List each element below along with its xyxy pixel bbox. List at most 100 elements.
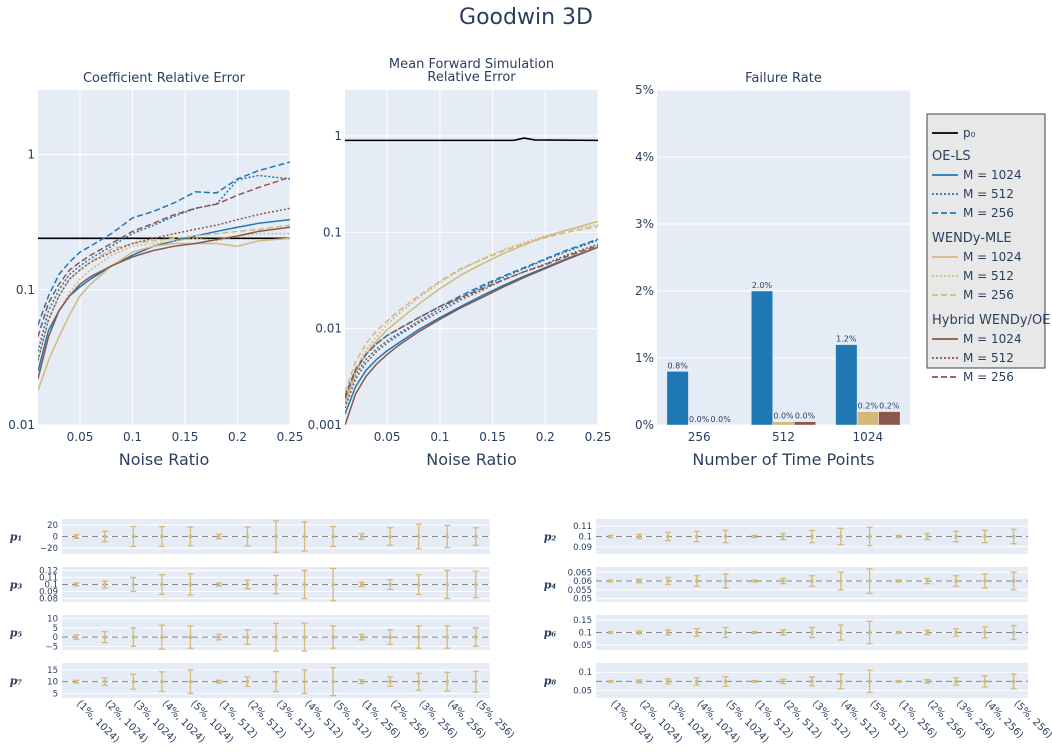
x-tick-label: 512	[772, 430, 795, 444]
parameter-panel: 0.15 0.1 0.05 p₆	[544, 615, 1028, 651]
y-tick-label: 0.12	[39, 567, 58, 577]
estimate-point	[839, 534, 843, 539]
x-tick-label: 0.25	[277, 430, 304, 444]
estimate-point	[388, 679, 392, 684]
estimate-point	[302, 635, 307, 639]
estimate-point	[103, 635, 107, 639]
y-tick-label: −20	[40, 544, 58, 554]
estimate-point	[188, 534, 193, 539]
estimate-point	[74, 679, 79, 684]
x-tick-label: 0.2	[228, 430, 247, 444]
estimate-point	[388, 582, 392, 587]
bar	[878, 411, 901, 426]
estimate-point	[217, 582, 221, 587]
estimate-point	[810, 579, 814, 583]
parameter-panel: 20 0−20 p₁	[10, 519, 490, 554]
plot-area	[38, 90, 290, 425]
estimate-point	[867, 679, 872, 684]
estimate-point	[752, 579, 757, 583]
estimate-point	[925, 579, 929, 583]
estimate-point	[983, 630, 987, 635]
parameter-panel: 15 105 p₇	[10, 663, 490, 699]
estimate-point	[245, 534, 250, 539]
series-line	[345, 246, 598, 415]
estimate-point	[781, 679, 785, 684]
y-tick-label: 10	[47, 678, 58, 688]
estimate-point	[954, 534, 958, 539]
y-tick-label: 0.065	[568, 568, 592, 578]
series-lines	[345, 137, 598, 425]
legend-group-title: OE-LS	[932, 149, 971, 164]
bar-data-label: 0.0%	[795, 412, 816, 421]
estimate-point	[359, 534, 364, 539]
estimate-point	[781, 579, 785, 583]
estimate-point	[954, 579, 958, 583]
bar-data-label: 0.0%	[773, 412, 794, 421]
estimate-point	[810, 679, 814, 684]
estimate-point	[695, 579, 699, 583]
estimate-point	[608, 579, 613, 583]
chart-title: Mean Forward Simulation	[389, 57, 554, 72]
estimate-point	[245, 679, 250, 684]
bar	[856, 411, 879, 426]
estimate-point	[245, 635, 250, 639]
estimate-point	[637, 679, 641, 684]
y-tick-label: 0.1	[44, 581, 58, 591]
estimate-point	[302, 582, 307, 587]
legend: p₀ OE-LS M = 1024 M = 512 M = 256 WENDy-MLE M …	[926, 113, 1050, 384]
parameter-panel: 0.1 0.05 p₈	[544, 663, 1028, 698]
parameter-panels-right: 0.110.10.09p₂0.0650.060.0550.05p₄0.150.1…	[544, 519, 1052, 745]
parameter-label: p₂	[544, 531, 557, 544]
y-tick-label: −5	[45, 642, 58, 652]
estimate-point	[131, 534, 136, 539]
x-tick-label: 0.15	[479, 430, 506, 444]
estimate-point	[217, 534, 221, 539]
estimate-point	[74, 582, 79, 587]
estimate-point	[983, 579, 987, 583]
y-tick-label: 5	[53, 624, 58, 634]
estimate-point	[188, 679, 193, 684]
series-line	[345, 225, 598, 393]
estimate-point	[331, 534, 335, 539]
estimate-point	[359, 679, 364, 684]
legend-item: M = 1024	[963, 168, 1022, 182]
y-tick-label: 0.05	[573, 687, 592, 697]
x-tick-label: 0.1	[430, 430, 449, 444]
bar-data-label: 1.2%	[836, 335, 857, 344]
estimate-point	[925, 679, 929, 684]
estimate-point	[637, 630, 641, 635]
y-tick-label: 0.11	[39, 574, 58, 584]
estimate-point	[416, 582, 421, 587]
parameter-label: p₅	[10, 627, 23, 640]
chart-title: Relative Error	[427, 70, 516, 85]
y-tick-label: 5%	[635, 83, 654, 97]
estimate-point	[131, 635, 136, 639]
series-line	[38, 174, 290, 352]
estimate-point	[103, 582, 107, 587]
estimate-point	[74, 635, 79, 639]
y-tick-label: 1	[27, 148, 35, 162]
y-tick-label: 0	[53, 633, 58, 643]
estimate-point	[723, 679, 728, 684]
y-tick-label: 0.15	[573, 616, 592, 626]
series-line	[38, 237, 290, 391]
estimate-point	[723, 534, 728, 539]
y-tick-label: 0.06	[573, 577, 592, 587]
chart-title: Failure Rate	[745, 71, 822, 86]
y-tick-label: 1	[334, 129, 342, 143]
estimate-point	[473, 582, 478, 587]
x-tick-label: 0.05	[67, 430, 94, 444]
parameter-label: p₃	[10, 579, 23, 592]
y-tick-label: 0	[53, 533, 58, 543]
legend-group-title: Hybrid WENDy/OE	[932, 313, 1050, 328]
y-tick-label: 20	[47, 521, 58, 531]
legend-item: M = 256	[963, 370, 1014, 384]
legend-item: M = 1024	[963, 250, 1022, 264]
estimate-point	[954, 679, 958, 684]
series-line	[38, 207, 290, 361]
y-tick-label: 0.1	[578, 668, 592, 678]
series-line	[38, 176, 290, 337]
y-tick-label: 0.01	[8, 418, 35, 432]
estimate-point	[388, 534, 392, 539]
